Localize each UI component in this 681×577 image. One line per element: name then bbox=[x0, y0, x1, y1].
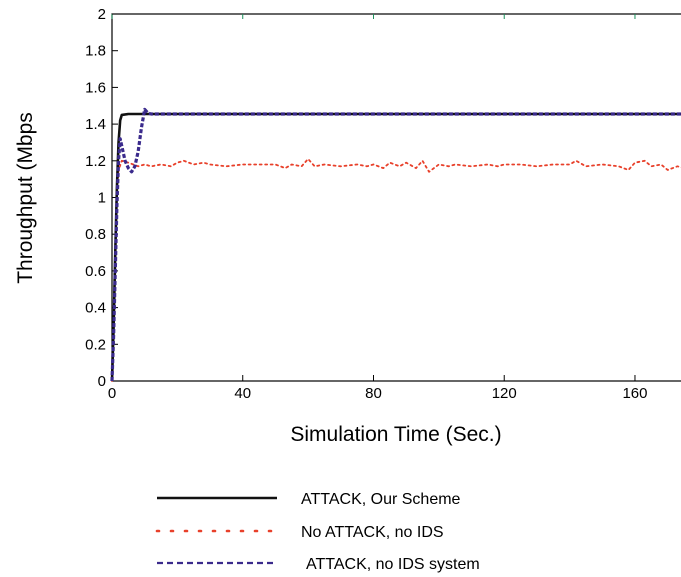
y-tick-label: 0.2 bbox=[85, 336, 106, 353]
y-tick-label: 1 bbox=[98, 190, 106, 207]
y-tick-label: 1.6 bbox=[85, 79, 106, 96]
x-tick-label: 160 bbox=[622, 385, 647, 402]
y-tick-label: 2 bbox=[98, 6, 106, 23]
series-layer bbox=[110, 107, 681, 382]
x-tick-label: 120 bbox=[492, 385, 517, 402]
legend-label-0: ATTACK, Our Scheme bbox=[301, 491, 461, 508]
legend-label-2: ATTACK, no IDS system bbox=[306, 556, 480, 573]
series-line-2 bbox=[110, 107, 681, 382]
y-tick-label: 0 bbox=[98, 373, 106, 390]
axis-tick-labels: 0 40 80 120 160 0 0.2 0.4 0.6 0.8 1 1.2 1.4 1.6 1.8 2 bbox=[85, 6, 647, 402]
x-tick-label: 40 bbox=[234, 385, 251, 402]
y-tick-label: 0.6 bbox=[85, 263, 106, 280]
x-tick-label: 0 bbox=[108, 385, 116, 402]
plot-frame bbox=[111, 13, 681, 382]
legend-label-1: No ATTACK, no IDS bbox=[301, 524, 444, 541]
y-tick-label: 1.8 bbox=[85, 43, 106, 60]
axis-ticks bbox=[111, 13, 636, 382]
y-tick-label: 0.8 bbox=[85, 226, 106, 243]
x-axis-label: Simulation Time (Sec.) bbox=[290, 423, 501, 446]
series-line-1 bbox=[111, 158, 681, 382]
legend: ATTACK, Our Scheme No ATTACK, no IDS ATTAC… bbox=[155, 491, 480, 573]
y-tick-label: 1.2 bbox=[85, 153, 106, 170]
series-line-0 bbox=[110, 112, 681, 382]
x-tick-label: 80 bbox=[365, 385, 382, 402]
y-axis-label: Throughput (Mbps bbox=[14, 112, 37, 284]
y-tick-label: 0.4 bbox=[85, 300, 106, 317]
plot-area: 0 40 80 120 160 0 0.2 0.4 0.6 0.8 1 1.2 1.4 1.6 1.8 2 bbox=[85, 6, 681, 402]
y-tick-label: 1.4 bbox=[85, 116, 106, 133]
